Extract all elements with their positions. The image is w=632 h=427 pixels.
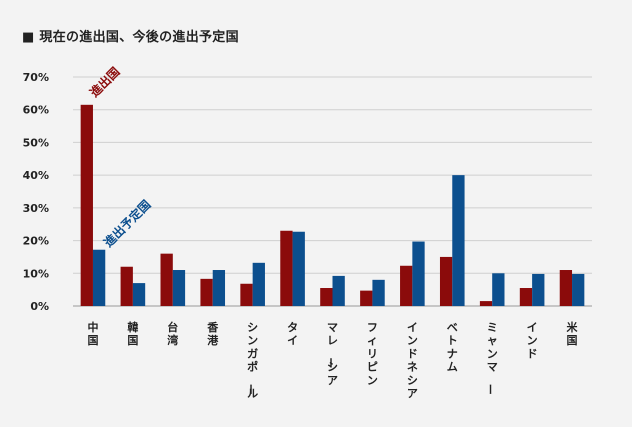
bar-current [360, 290, 373, 306]
y-tick-label: 20% [23, 235, 49, 248]
bar-planned [92, 249, 106, 306]
y-axis-ticks: 0% 10% 20% 30% 40% 50% 60% 70% [23, 71, 49, 313]
bar-planned [492, 273, 505, 306]
y-tick-label: 10% [23, 267, 49, 280]
bars [80, 104, 585, 306]
x-category-label: インドネシア [407, 321, 418, 400]
x-category-label: ベトナム [447, 321, 458, 374]
bar-current [80, 104, 93, 306]
grid-lines [73, 76, 592, 307]
bar-planned [372, 279, 385, 306]
x-category-label: 中国 [87, 320, 98, 347]
bar-planned [252, 262, 265, 306]
bar-current [479, 301, 493, 306]
bar-current [160, 253, 173, 306]
y-tick-label: 30% [23, 202, 49, 215]
bar-current [280, 230, 293, 306]
bar-planned [572, 273, 585, 306]
bar-planned [332, 275, 345, 306]
chart-title: ■ 現在の進出国、今後の進出予定国 [22, 30, 239, 45]
bar-planned [452, 175, 465, 306]
y-tick-label: 70% [23, 71, 49, 84]
bar-current [519, 288, 533, 306]
y-tick-label: 60% [23, 104, 49, 117]
bar-current [400, 265, 413, 306]
x-axis-categories: 中国 韓国 台湾 香港 シンガポール タイ マレーシア フィリピン インドネシア ベトナム ミャンマ… [87, 320, 578, 400]
x-category-label: 台湾 [167, 320, 178, 347]
x-category-label: タイ [287, 321, 298, 347]
x-category-label: マレーシア [324, 321, 338, 387]
bar-current [240, 283, 253, 306]
y-tick-label: 50% [23, 136, 49, 149]
bar-current [320, 288, 333, 306]
bar-planned [132, 283, 146, 306]
bar-planned [412, 241, 425, 306]
bar-planned [172, 270, 186, 306]
annotation-planned: 進出予定国 [100, 197, 153, 250]
x-category-label: 韓国 [127, 320, 138, 347]
bar-planned [532, 273, 545, 306]
bar-planned [292, 231, 305, 306]
bar-current [200, 278, 213, 306]
bar-current [559, 270, 573, 306]
x-category-label: インド [527, 321, 538, 360]
bar-planned [212, 270, 226, 306]
y-tick-label: 40% [23, 169, 49, 182]
y-tick-label: 0% [30, 300, 49, 313]
x-category-label: ミャンマー [484, 321, 498, 395]
x-category-label: 香港 [206, 320, 219, 347]
bar-current [439, 256, 453, 306]
annotation-current: 進出国 [86, 64, 122, 100]
bar-current [120, 266, 133, 306]
x-category-label: フィリピン [367, 321, 378, 387]
x-category-label: 米国 [566, 320, 579, 347]
x-category-label: シンガポール [244, 321, 258, 400]
